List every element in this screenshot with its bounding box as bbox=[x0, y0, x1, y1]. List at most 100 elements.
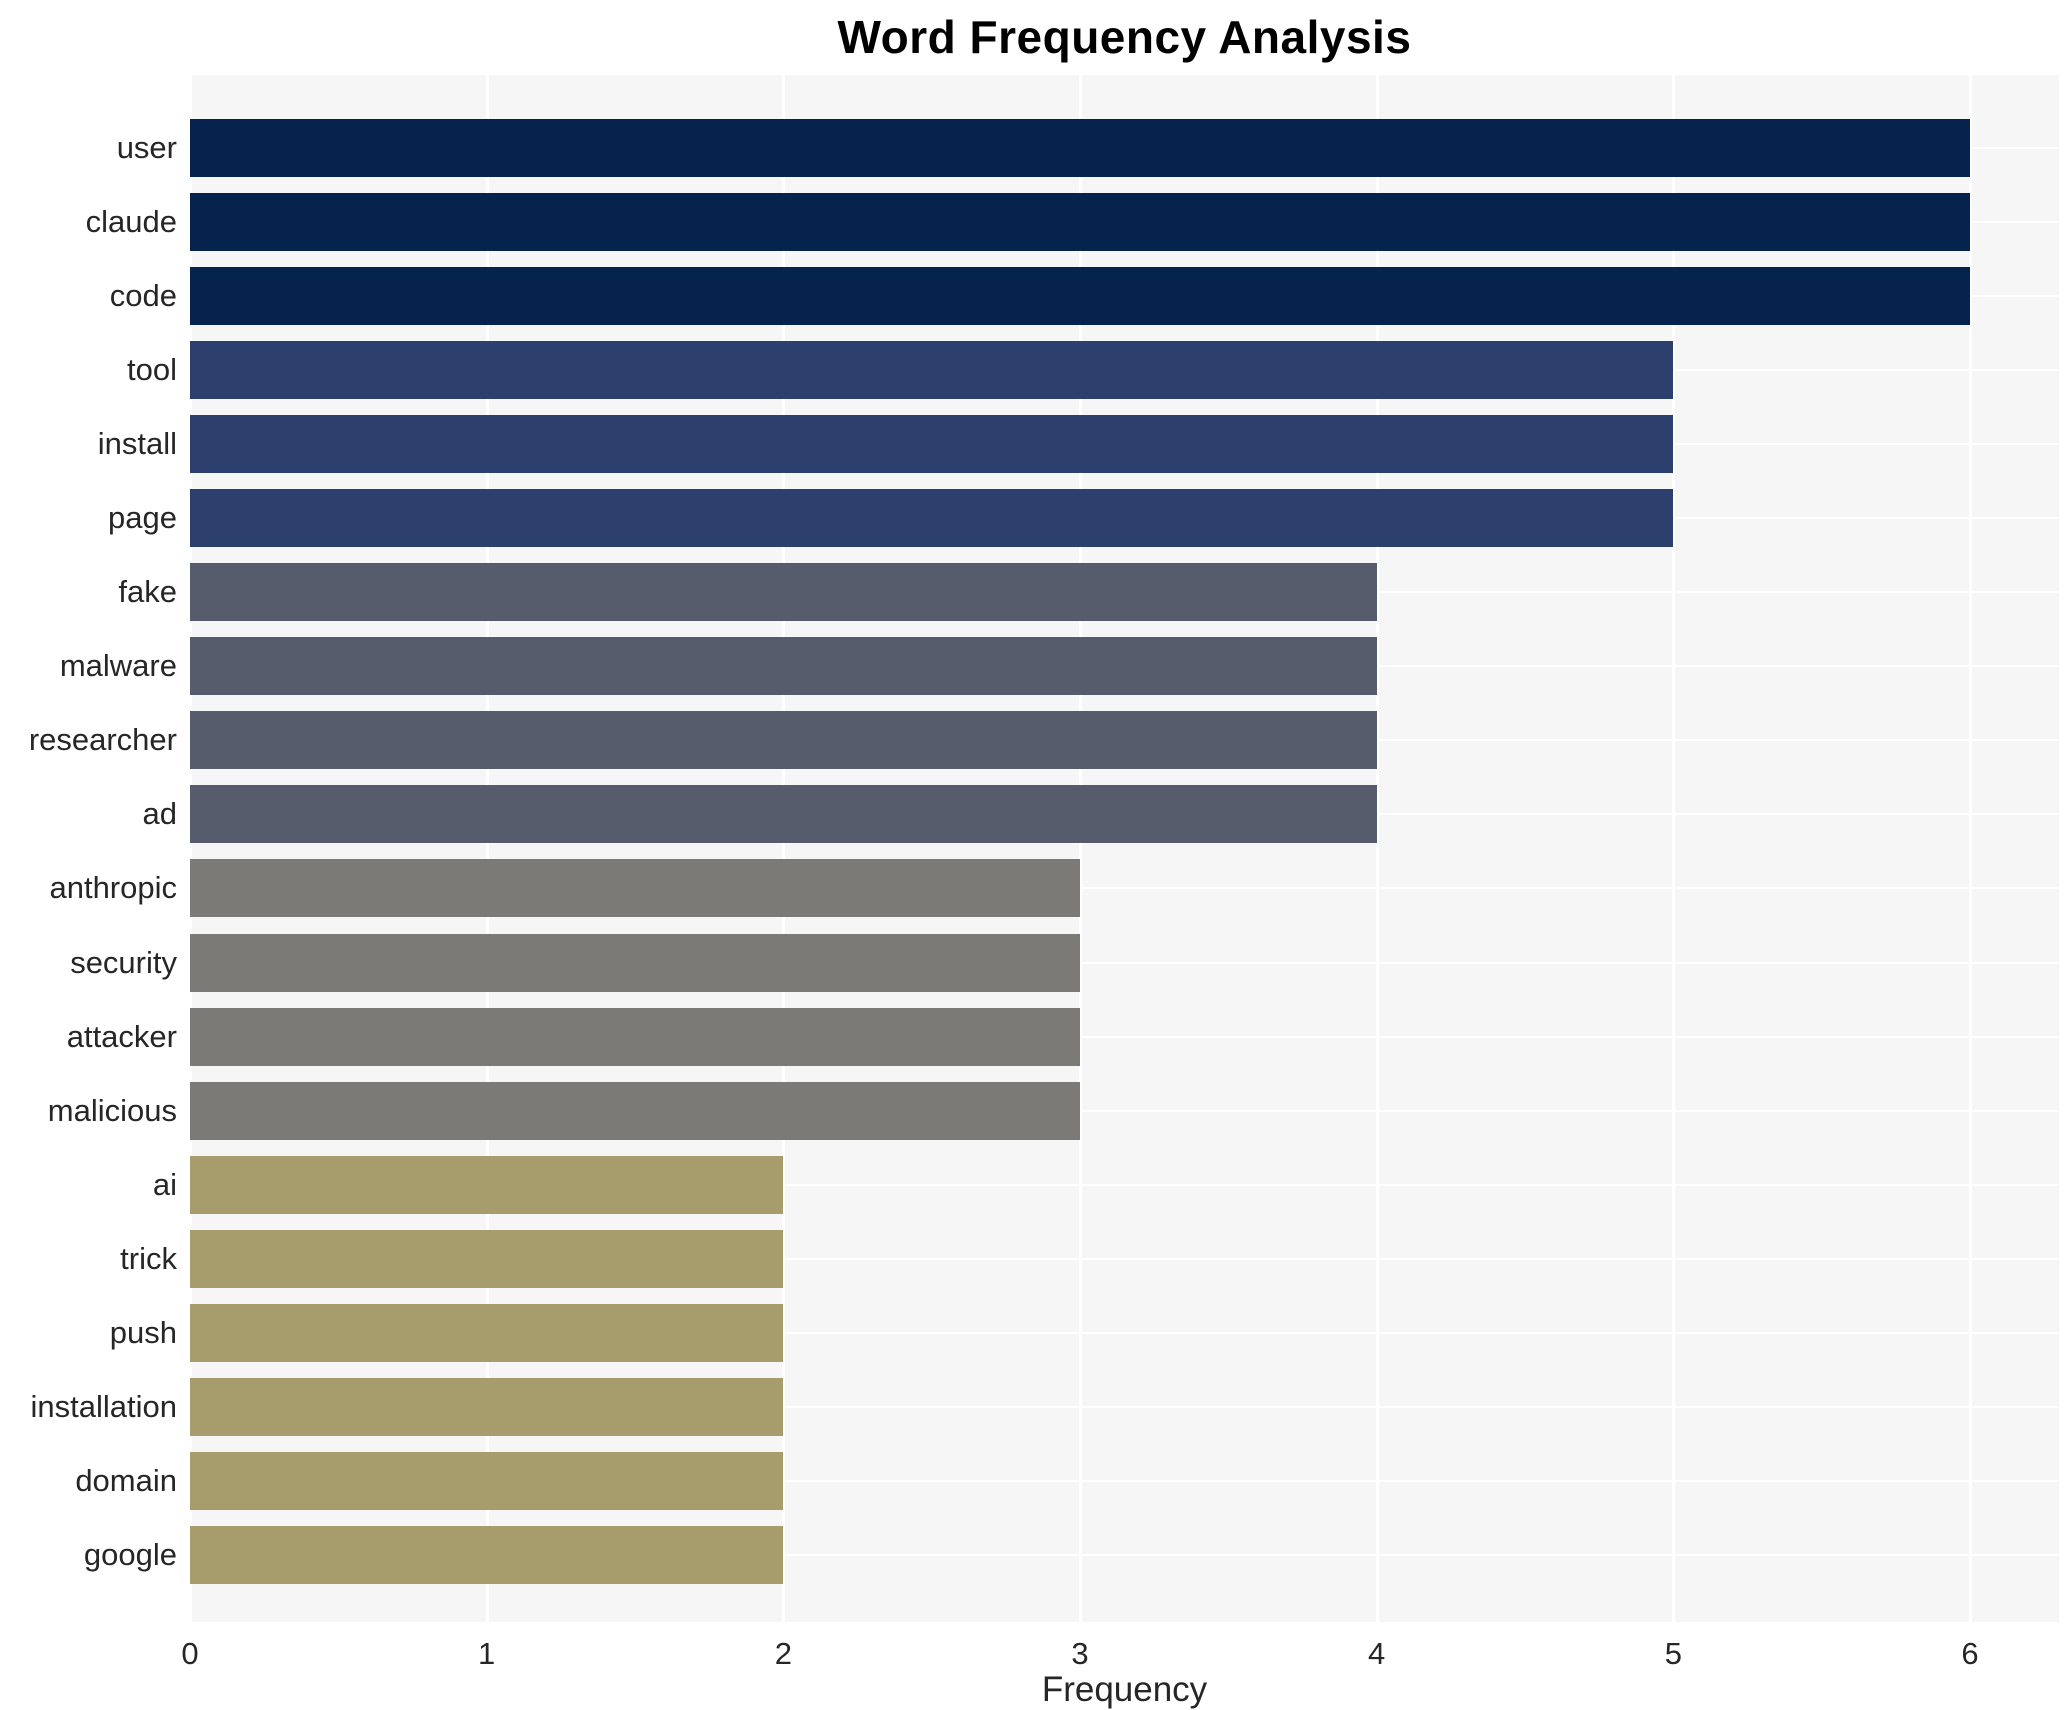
category-label: security bbox=[70, 944, 177, 980]
bar-row: claude bbox=[0, 185, 2059, 259]
horizontal-gridline bbox=[190, 1183, 2059, 1186]
category-label: push bbox=[109, 1314, 177, 1350]
plot-area bbox=[189, 75, 2059, 1622]
bar-install bbox=[190, 415, 1674, 474]
vertical-gridline bbox=[1672, 75, 1676, 1622]
bar-track bbox=[190, 777, 2059, 851]
x-tick-label: 3 bbox=[1071, 1636, 1089, 1671]
bar-track bbox=[190, 1370, 2059, 1444]
bar-track bbox=[190, 481, 2059, 555]
bar-researcher bbox=[190, 711, 1377, 770]
bar-row: push bbox=[0, 1296, 2059, 1370]
bar-row: attacker bbox=[0, 1000, 2059, 1074]
vertical-gridline bbox=[189, 75, 192, 1622]
category-label: installation bbox=[30, 1388, 177, 1424]
vertical-gridline bbox=[1375, 75, 1379, 1622]
bar-row: researcher bbox=[0, 703, 2059, 777]
bar-malicious bbox=[190, 1081, 1080, 1140]
bar-trick bbox=[190, 1229, 784, 1288]
bar-row: security bbox=[0, 926, 2059, 1000]
horizontal-gridline bbox=[190, 1553, 2059, 1556]
x-tick-label: 4 bbox=[1368, 1636, 1386, 1671]
category-label: ai bbox=[152, 1166, 177, 1202]
bar-track bbox=[190, 629, 2059, 703]
vertical-gridline bbox=[1969, 75, 1972, 1622]
bar-malware bbox=[190, 637, 1377, 696]
bar-track bbox=[190, 703, 2059, 777]
x-tick-label: 6 bbox=[1961, 1636, 1979, 1671]
chart-title: Word Frequency Analysis bbox=[837, 11, 1412, 63]
bar-row: tool bbox=[0, 333, 2059, 407]
bar-track bbox=[190, 259, 2059, 333]
bar-track bbox=[190, 1444, 2059, 1518]
bar-row: domain bbox=[0, 1444, 2059, 1518]
bar-anthropic bbox=[190, 859, 1080, 918]
bar-google bbox=[190, 1525, 784, 1584]
category-label: code bbox=[109, 278, 177, 314]
category-label: malware bbox=[59, 648, 177, 684]
bar-track bbox=[190, 1148, 2059, 1222]
bar-row: ai bbox=[0, 1148, 2059, 1222]
bar-security bbox=[190, 933, 1080, 992]
horizontal-gridline bbox=[190, 1109, 2059, 1112]
bar-track bbox=[190, 1296, 2059, 1370]
category-label: user bbox=[116, 130, 177, 166]
bar-track bbox=[190, 851, 2059, 925]
x-axis-ticks: 0 1 2 3 4 5 6 bbox=[181, 1634, 2059, 1674]
category-label: domain bbox=[75, 1462, 177, 1498]
x-tick-label: 2 bbox=[774, 1636, 792, 1671]
bar-track bbox=[190, 926, 2059, 1000]
bar-track bbox=[190, 1074, 2059, 1148]
bar-track bbox=[190, 1518, 2059, 1592]
category-label: google bbox=[83, 1536, 177, 1572]
bar-domain bbox=[190, 1451, 784, 1510]
bar-tool bbox=[190, 341, 1674, 400]
bar-page bbox=[190, 489, 1674, 548]
horizontal-gridline bbox=[190, 1405, 2059, 1408]
bar-push bbox=[190, 1303, 784, 1362]
category-label: tool bbox=[127, 352, 177, 388]
bar-row: user bbox=[0, 111, 2059, 185]
vertical-gridline bbox=[782, 75, 786, 1622]
horizontal-gridline bbox=[190, 1035, 2059, 1038]
horizontal-gridline bbox=[190, 1331, 2059, 1334]
bar-rows: user claude code tool install page fake malware… bbox=[0, 75, 2059, 1622]
horizontal-gridline bbox=[190, 887, 2059, 890]
x-tick-label: 5 bbox=[1664, 1636, 1682, 1671]
horizontal-gridline bbox=[190, 1257, 2059, 1260]
vertical-gridline bbox=[485, 75, 489, 1622]
bar-claude bbox=[190, 193, 1970, 252]
bar-code bbox=[190, 267, 1970, 326]
bar-row: malicious bbox=[0, 1074, 2059, 1148]
bar-fake bbox=[190, 563, 1377, 622]
x-axis-label: Frequency bbox=[1041, 1670, 1208, 1709]
bar-track bbox=[190, 111, 2059, 185]
vertical-gridline bbox=[1079, 75, 1082, 1622]
category-label: install bbox=[97, 426, 177, 462]
bar-row: google bbox=[0, 1518, 2059, 1592]
bar-row: installation bbox=[0, 1370, 2059, 1444]
category-label: ad bbox=[142, 796, 177, 832]
category-label: page bbox=[108, 500, 177, 536]
bar-row: fake bbox=[0, 555, 2059, 629]
x-tick-label: 0 bbox=[181, 1636, 199, 1671]
bar-user bbox=[190, 119, 1970, 178]
bar-row: anthropic bbox=[0, 851, 2059, 925]
bar-ad bbox=[190, 785, 1377, 844]
bar-track bbox=[190, 185, 2059, 259]
bar-installation bbox=[190, 1377, 784, 1436]
bar-row: code bbox=[0, 259, 2059, 333]
bar-track bbox=[190, 407, 2059, 481]
bar-row: trick bbox=[0, 1222, 2059, 1296]
bar-row: malware bbox=[0, 629, 2059, 703]
category-label: attacker bbox=[66, 1018, 177, 1054]
bar-track bbox=[190, 1222, 2059, 1296]
bar-ai bbox=[190, 1155, 784, 1214]
category-label: researcher bbox=[28, 722, 177, 758]
bar-track bbox=[190, 1000, 2059, 1074]
bar-row: install bbox=[0, 407, 2059, 481]
category-label: trick bbox=[120, 1240, 177, 1276]
x-tick-label: 1 bbox=[478, 1636, 496, 1671]
bar-track bbox=[190, 555, 2059, 629]
